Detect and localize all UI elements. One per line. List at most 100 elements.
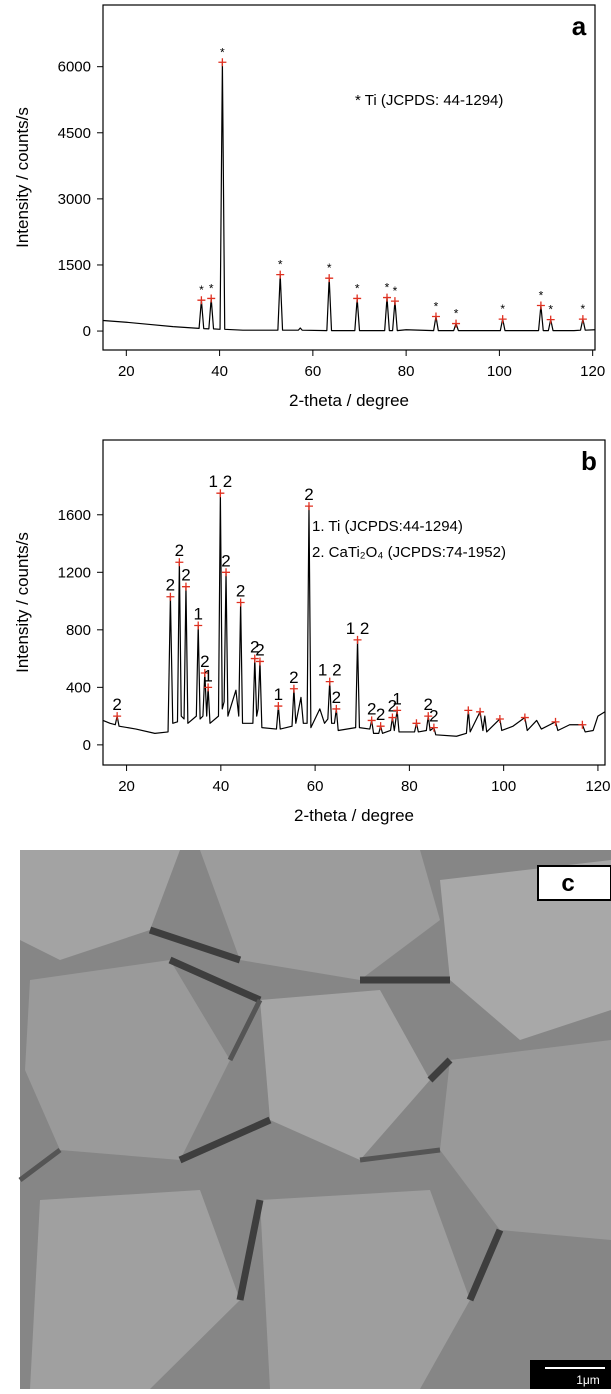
x-tick-label: 120 [585,778,610,795]
peak-label: * [454,307,459,321]
peak-marker [551,717,560,726]
x-tick-label: 60 [305,363,322,380]
peak-marker [200,668,209,677]
legend-text: 2. CaTi₂O₄ (JCPDS:74-1952) [312,544,506,561]
peak-marker [383,293,392,302]
sem-grain [30,1190,240,1389]
sem-grain [440,1040,611,1240]
peak-marker [207,294,216,303]
peak-marker [353,294,362,303]
peak-marker [197,296,206,305]
peak-label: 2 [367,699,376,718]
x-tick-label: 80 [401,778,418,795]
x-tick-label: 40 [212,778,229,795]
y-tick-label: 4500 [58,125,91,142]
peak-label: 1 [193,605,202,624]
peak-label: 2 [221,551,230,570]
sem-crack [148,926,504,1302]
peak-marker [464,706,473,715]
y-tick-label: 1600 [58,507,91,524]
peak-label: 1 2 [318,661,342,680]
peak-marker [250,654,259,663]
x-tick-label: 20 [118,363,135,380]
peak-marker [325,677,334,686]
peak-marker [216,489,225,498]
peak-marker [166,592,175,601]
peak-marker [536,301,545,310]
y-tick-label: 1500 [58,257,91,274]
peak-marker [218,58,227,67]
x-tick-label: 60 [307,778,324,795]
peak-marker [353,635,362,644]
pattern-line [102,492,606,737]
y-tick-label: 0 [83,323,91,340]
pattern-line [102,61,596,332]
peak-label: 2 [175,541,184,560]
y-tick-label: 3000 [58,191,91,208]
peak-marker [367,716,376,725]
legend-text: * Ti (JCPDS: 44-1294) [355,92,503,109]
peak-label: 2 [304,485,313,504]
y-tick-label: 400 [66,679,91,696]
panel-label: b [581,446,597,476]
peak-marker [304,502,313,511]
peak-label: * [581,302,586,316]
peak-label: * [539,288,544,302]
peak-label: * [327,261,332,275]
peak-marker [332,704,341,713]
peak-marker [520,713,529,722]
peak-marker [274,702,283,711]
peak-marker [204,683,213,692]
peak-label: 2 [112,695,121,714]
peak-marker [289,684,298,693]
peak-label: * [385,281,390,295]
x-tick-label: 100 [487,363,512,380]
peak-marker [393,706,402,715]
sem-crack [18,998,441,1182]
peak-marker [498,315,507,324]
peak-marker [578,315,587,324]
peak-marker [181,582,190,591]
peak-label: * [220,45,225,59]
sem-grain [20,850,180,960]
scale-bar-label: 1μm [576,1373,600,1387]
peak-marker [429,723,438,732]
peak-label: * [209,281,214,295]
peak-label: * [278,258,283,272]
peak-marker [222,568,231,577]
peak-marker [194,621,203,630]
peak-label: 1 2 [209,472,233,491]
y-tick-label: 1200 [58,564,91,581]
x-tick-label: 120 [580,363,605,380]
sem-grain [200,850,440,980]
sem-grain [260,990,430,1160]
panel-label-box [537,865,611,901]
sem-image: c 1μm [18,850,611,1389]
peak-label: 1 2 [346,619,370,638]
peak-marker [376,722,385,731]
peak-label: 2 [332,688,341,707]
panel-label: a [572,11,587,41]
peak-marker [325,274,334,283]
peak-label: 2 [388,697,397,716]
sem-grain [25,960,230,1160]
x-axis-title: 2-theta / degree [294,806,414,825]
peak-label: 2 [236,582,245,601]
peak-marker [452,319,461,328]
peak-marker [424,712,433,721]
peak-marker [546,315,555,324]
peak-marker [255,657,264,666]
peak-marker [495,714,504,723]
peak-marker [412,719,421,728]
peak-label: * [500,302,505,316]
peak-label: 2 [429,707,438,726]
peak-label: * [355,281,360,295]
y-axis-title: Intensity / counts/s [13,532,32,673]
peak-label: 2 [181,566,190,585]
peak-marker [578,720,587,729]
peak-label: 2 [255,640,264,659]
peak-marker [113,712,122,721]
y-tick-label: 0 [83,737,91,754]
peak-label: 1 [392,689,401,708]
